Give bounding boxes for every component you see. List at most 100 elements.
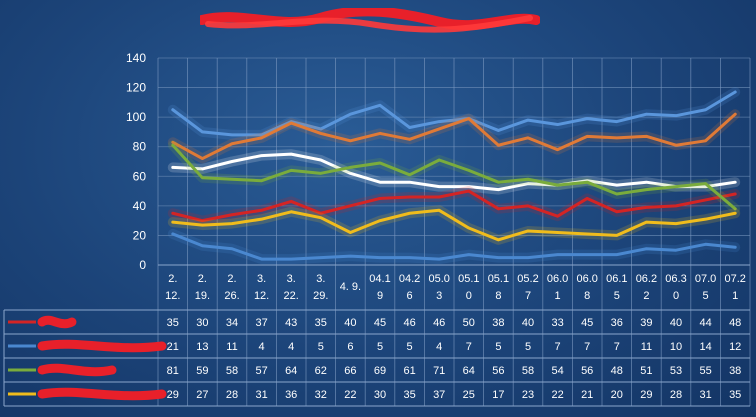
table-cell-value: 48	[611, 365, 623, 377]
x-category-label-part: 5	[703, 290, 709, 302]
table-cell-value: 54	[551, 365, 563, 377]
table-cell-value: 20	[611, 389, 623, 401]
table-cell-value: 27	[196, 389, 208, 401]
table-cell-value: 53	[670, 365, 682, 377]
table-cell-value: 51	[640, 365, 652, 377]
y-tick-label: 20	[133, 228, 147, 242]
y-tick-label: 40	[133, 199, 147, 213]
x-category-label-part: 07.0	[695, 273, 716, 285]
table-cell-value: 23	[522, 389, 534, 401]
table-cell-value: 58	[226, 365, 238, 377]
redacted-legend-label	[37, 387, 167, 401]
table-cell-value: 32	[315, 389, 327, 401]
table-cell-value: 38	[729, 365, 741, 377]
x-category-label-part: 04.1	[369, 273, 390, 285]
table-cell-value: 40	[344, 317, 356, 329]
table-cell-value: 31	[255, 389, 267, 401]
table-cell-value: 13	[196, 341, 208, 353]
table-cell-value: 4	[436, 341, 442, 353]
table-cell-value: 34	[226, 317, 238, 329]
series-lines	[167, 87, 741, 265]
table-cell-value: 22	[344, 389, 356, 401]
x-category-label-part: 3.	[257, 273, 266, 285]
x-category-label-part: 06.3	[665, 273, 686, 285]
x-category-label-part: 3.	[287, 273, 296, 285]
series-line-green	[171, 143, 737, 211]
x-category-label-part: 3	[436, 290, 442, 302]
y-tick-label: 140	[126, 51, 146, 65]
table-cell-value: 66	[344, 365, 356, 377]
x-category-label-part: 8	[495, 290, 501, 302]
table-cell-value: 81	[167, 365, 179, 377]
table-cell-value: 5	[407, 341, 413, 353]
table-cell-value: 4	[288, 341, 294, 353]
table-cell-value: 50	[463, 317, 475, 329]
table-cell-value: 25	[463, 389, 475, 401]
table-cell-value: 45	[374, 317, 386, 329]
x-category-label: 05.1 0	[458, 273, 479, 302]
x-category-label: 3. 29.	[313, 273, 328, 302]
table-cell-value: 64	[463, 365, 475, 377]
table-cell-value: 45	[581, 317, 593, 329]
x-category-label-part: 05.2	[517, 273, 538, 285]
table-cell-value: 46	[433, 317, 445, 329]
x-category-label: 3. 12.	[254, 273, 269, 302]
table-cell-value: 4	[259, 341, 265, 353]
table-cell-value: 61	[403, 365, 415, 377]
table-cell-value: 5	[495, 341, 501, 353]
x-category-label-part: 12.	[254, 290, 269, 302]
y-tick-label: 80	[133, 140, 147, 154]
table-cell-value: 40	[522, 317, 534, 329]
x-category-label-part: 05.0	[428, 273, 449, 285]
x-category-label-part: 2.	[168, 273, 177, 285]
series-line-red	[171, 189, 737, 223]
y-axis-ticks: 0 20 40 60 80 100 120 140	[126, 51, 146, 272]
x-category-label-part: 2.	[198, 273, 207, 285]
table-cell-value: 10	[670, 341, 682, 353]
x-category-label-part: 0	[673, 290, 679, 302]
table-cell-value: 37	[433, 389, 445, 401]
table-cell-value: 7	[555, 341, 561, 353]
table-cell-value: 56	[581, 365, 593, 377]
x-category-label: 04.1 9	[369, 273, 390, 302]
table-cell-value: 44	[699, 317, 711, 329]
x-category-label-part: 22.	[284, 290, 299, 302]
series-line-top-blue	[171, 90, 737, 137]
x-category-label-part: 0	[466, 290, 472, 302]
x-category-label-part: 5	[614, 290, 620, 302]
x-category-label: 07.2 1	[724, 273, 745, 302]
table-cell-value: 62	[315, 365, 327, 377]
table-cell-value: 17	[492, 389, 504, 401]
table-cell-value: 11	[641, 341, 652, 353]
table-cell-value: 40	[670, 317, 682, 329]
redacted-legend-label	[37, 339, 167, 353]
table-cell-value: 55	[699, 365, 711, 377]
data-table: 2. 12.2. 19.2. 26.3. 12.3. 22.3. 29.4. 9.04.1 9…	[3, 264, 750, 407]
table-cell-value: 46	[403, 317, 415, 329]
table-cell-value: 57	[255, 365, 267, 377]
x-category-label: 2. 12.	[165, 273, 180, 302]
table-cell-value: 56	[492, 365, 504, 377]
x-category-label-part: 2.	[227, 273, 236, 285]
table-cell-value: 31	[699, 389, 711, 401]
table-cell-value: 5	[318, 341, 324, 353]
x-category-label-part: 9	[377, 290, 383, 302]
table-cell-value: 22	[551, 389, 563, 401]
table-cell-value: 39	[640, 317, 652, 329]
x-category-label-part: 07.2	[724, 273, 745, 285]
redacted-legend-label	[37, 363, 117, 377]
redacted-legend-label	[37, 315, 77, 329]
table-cell-value: 69	[374, 365, 386, 377]
x-category-label-part: 1	[555, 290, 561, 302]
x-category-label: 06.0 8	[576, 273, 597, 302]
table-cell-value: 37	[255, 317, 267, 329]
table-cell-value: 43	[285, 317, 297, 329]
x-category-label-part: 05.1	[458, 273, 479, 285]
x-category-label-part: 2	[643, 290, 649, 302]
series-line-blue	[171, 232, 737, 261]
x-category-label: 06.1 5	[606, 273, 627, 302]
x-category-label: 05.2 7	[517, 273, 538, 302]
table-cell-value: 35	[167, 317, 179, 329]
x-category-label: 06.2 2	[636, 273, 657, 302]
